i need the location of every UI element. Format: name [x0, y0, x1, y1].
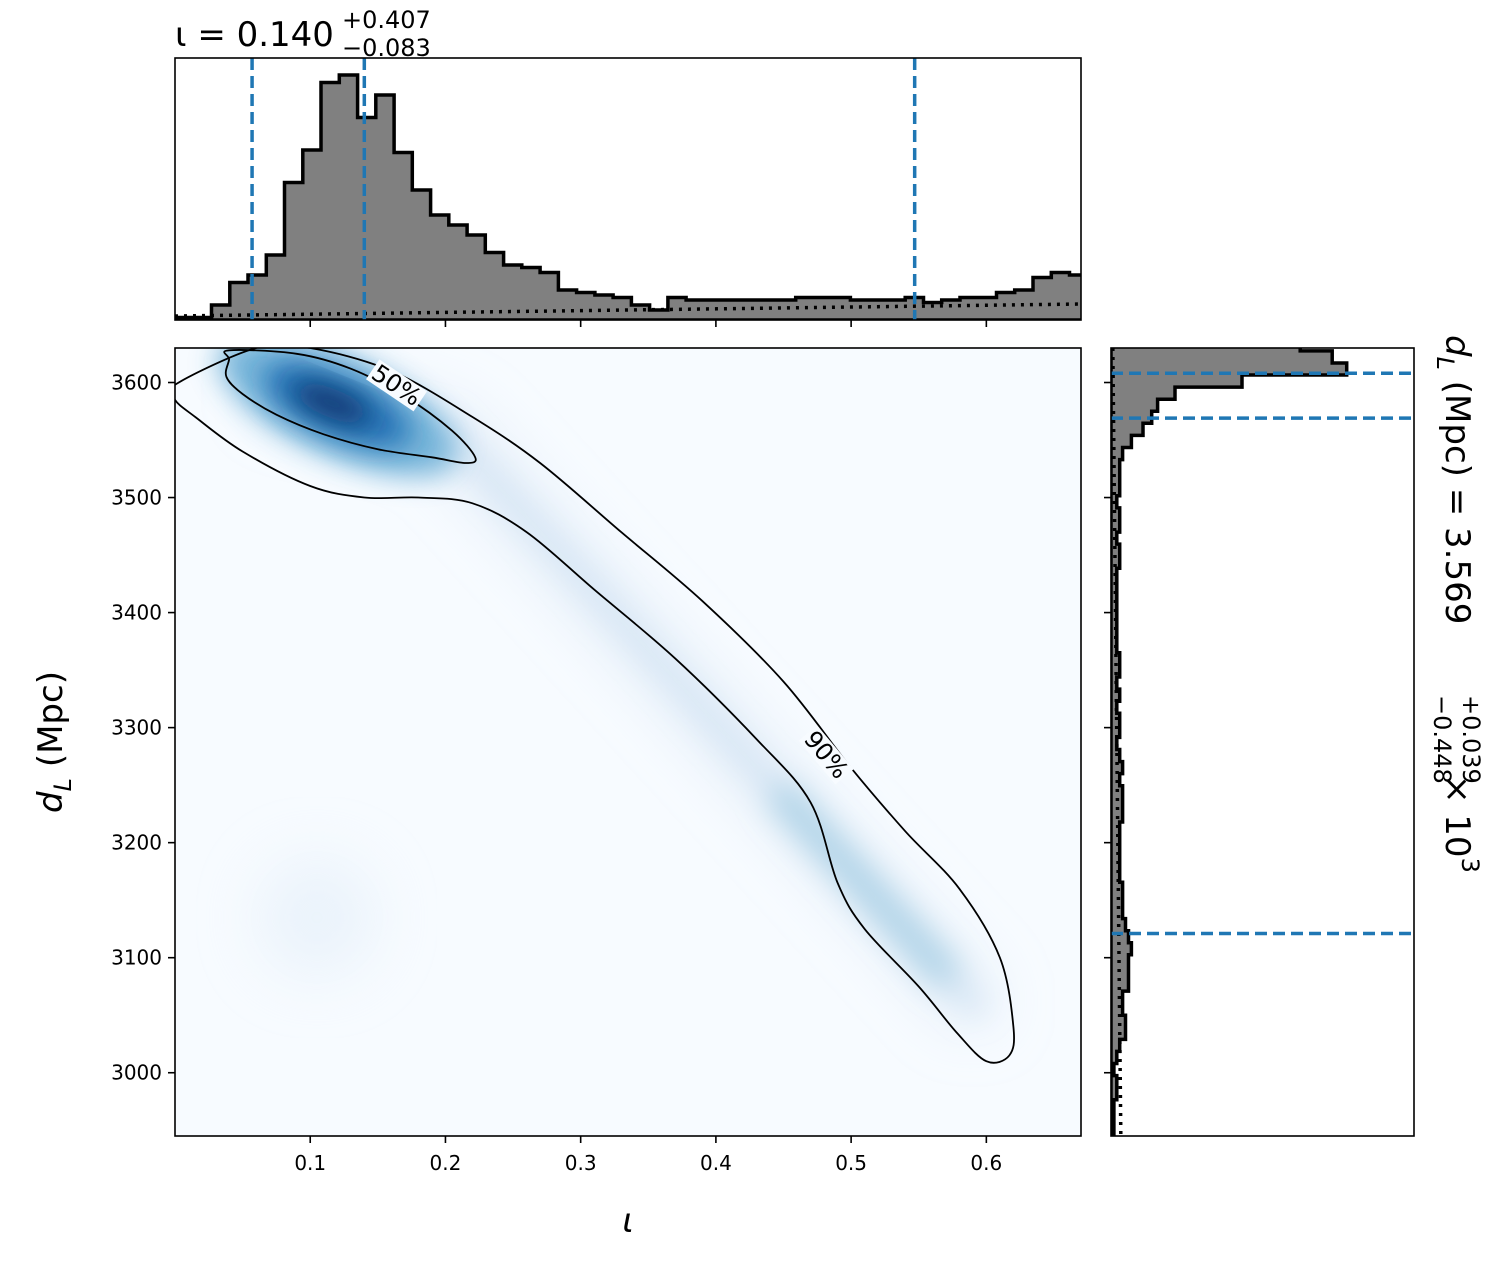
x-tick-label: 0.4 — [700, 1151, 732, 1175]
x-tick-label: 0.2 — [430, 1151, 462, 1175]
contour-label-bg — [365, 359, 427, 412]
right-title-plus: +0.039 — [1457, 695, 1485, 784]
right-title: dL (Mpc) = 3.569 +0.039 −0.448 × 103 — [1428, 335, 1485, 873]
density-faint-blob — [256, 857, 377, 978]
y-tick-label: 3400 — [111, 601, 162, 625]
right-histogram-bars — [1111, 348, 1349, 1136]
right-title-lhs-main: d — [1437, 335, 1477, 357]
svg-text:dL (Mpc) = 3.569: dL (Mpc) = 3.569 — [1431, 335, 1477, 624]
top-title-minus: −0.083 — [342, 34, 431, 62]
y-axis-label-main: d — [31, 791, 71, 813]
contour-50 — [223, 349, 477, 464]
y-tick-label: 3000 — [111, 1061, 162, 1085]
x-tick-label: 0.5 — [835, 1151, 867, 1175]
top-title-lhs: ι = 0.140 — [175, 15, 334, 55]
x-tick-label: 0.3 — [565, 1151, 597, 1175]
contour-label-bg — [798, 725, 854, 785]
y-tick-label: 3500 — [111, 486, 162, 510]
y-tick-label: 3300 — [111, 716, 162, 740]
y-axis-label-unit: (Mpc) — [31, 671, 71, 778]
y-tick-label: 3600 — [111, 371, 162, 395]
y-axis-label: dL (Mpc) — [31, 671, 77, 813]
right-histogram-panel — [1104, 347, 1415, 1137]
joint-density-panel: 0.1 0.2 0.3 0.4 0.5 0.6 3000 3100 3200 3300 3400 35… — [111, 347, 1082, 1175]
y-axis-label-sub: L — [49, 778, 77, 791]
x-tick-label: 0.1 — [294, 1151, 326, 1175]
y-tick-label: 3200 — [111, 831, 162, 855]
density-ridge — [269, 374, 987, 1018]
top-title: ι = 0.140 +0.407 −0.083 — [175, 6, 431, 62]
right-title-lhs-sub: L — [1431, 357, 1459, 370]
right-title-lhs-rest: (Mpc) = 3.569 — [1437, 370, 1477, 624]
top-histogram-bars — [175, 73, 1081, 320]
top-histogram-panel — [174, 57, 1082, 327]
density-blob — [958, 989, 987, 1018]
density-peak-core — [292, 382, 372, 425]
svg-text:dL (Mpc): dL (Mpc) — [31, 671, 77, 813]
right-title-suffix: × 103 — [1437, 775, 1484, 873]
x-axis-label: ι — [622, 1201, 634, 1241]
x-tick-label: 0.6 — [970, 1151, 1002, 1175]
y-tick-label: 3100 — [111, 946, 162, 970]
contour-90 — [175, 348, 1015, 1064]
top-title-plus: +0.407 — [342, 6, 431, 34]
right-title-minus: −0.448 — [1428, 695, 1456, 784]
